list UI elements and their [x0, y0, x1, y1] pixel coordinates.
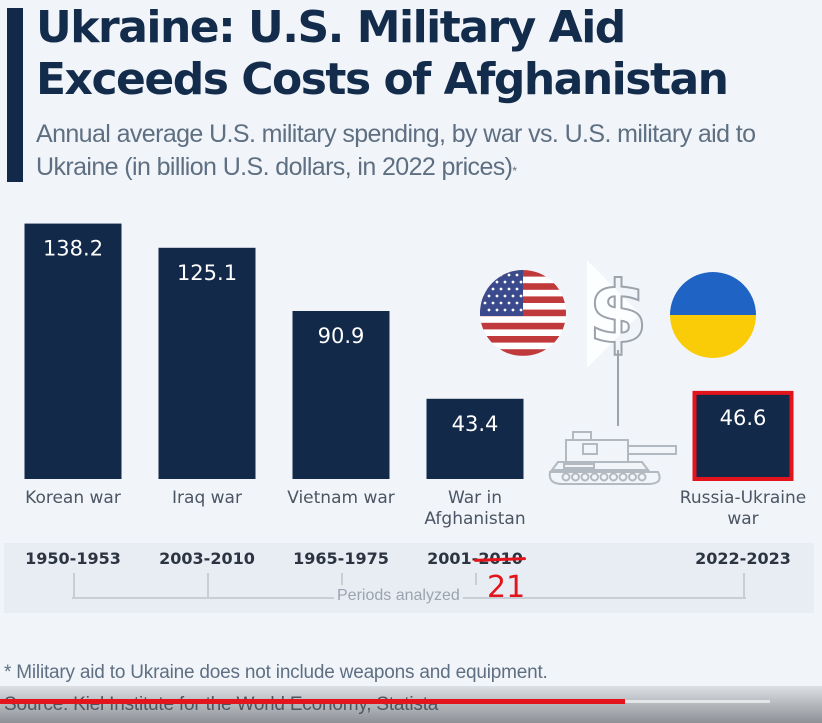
- period-tick: [475, 573, 477, 585]
- category-label: Russia-Ukraine: [680, 488, 806, 508]
- period-tick: [743, 573, 745, 599]
- star-icon: [491, 301, 495, 305]
- star-icon: [503, 294, 507, 298]
- star-icon: [515, 287, 519, 291]
- bar-value-label: 125.1: [177, 261, 237, 285]
- category-label: War in: [448, 488, 502, 508]
- bar-value-label: 138.2: [43, 237, 103, 261]
- bar-korean-war: [24, 223, 122, 479]
- star-icon: [499, 301, 503, 305]
- star-icon: [491, 273, 495, 277]
- annotation-handwritten-correction: 21: [487, 570, 526, 605]
- star-icon: [499, 273, 503, 277]
- period-label: 1950-1953: [25, 549, 121, 568]
- star-icon: [495, 308, 499, 312]
- chart-subtitle: Annual average U.S. military spending, b…: [36, 118, 822, 184]
- tank-wheel-icon: [580, 472, 590, 482]
- period-tick: [207, 573, 209, 599]
- bar-value-label: 90.9: [318, 324, 365, 348]
- dollar-sign-icon: $: [587, 260, 649, 426]
- star-icon: [511, 308, 515, 312]
- video-player-overlay: Source: Kiel Institute for the World Eco…: [0, 686, 822, 723]
- us-flag-icon: [480, 270, 566, 356]
- tank-wheel-icon: [618, 472, 628, 482]
- star-icon: [519, 294, 523, 298]
- bars-group: 138.2 Korean war 125.1 Iraq war 90.9 Vietnam …: [24, 223, 806, 529]
- star-icon: [519, 280, 523, 284]
- bar-value-label: 43.4: [452, 412, 499, 436]
- bar-vietnam-war: [292, 310, 390, 479]
- subtitle-text: Annual average U.S. military spending, b…: [36, 120, 756, 181]
- star-icon: [503, 308, 507, 312]
- period-label: 2022-2023: [695, 549, 791, 568]
- subtitle-footnote-marker: *: [512, 164, 517, 178]
- period-tick: [341, 573, 343, 585]
- tank-wheel-icon: [609, 472, 618, 482]
- star-icon: [519, 308, 523, 312]
- chart-title: Ukraine: U.S. Military Aid Exceeds Costs…: [36, 2, 729, 105]
- bar-war-in-afghanistan: [426, 398, 524, 479]
- category-label: Vietnam war: [287, 488, 395, 508]
- footnote: * Military aid to Ukraine does not inclu…: [4, 662, 548, 683]
- tank-wheel-icon: [628, 472, 637, 482]
- periods-caption: Periods analyzed: [334, 587, 463, 605]
- star-icon: [487, 308, 491, 312]
- star-icon: [515, 273, 519, 277]
- tank-wheel-icon: [637, 472, 647, 482]
- tank-wheel-icon: [590, 472, 599, 482]
- period-label: 1965-1975: [293, 549, 389, 568]
- bar-chart: 138.2 Korean war 125.1 Iraq war 90.9 Vietnam …: [24, 223, 806, 529]
- tank-wheel-icon: [561, 472, 571, 482]
- star-icon: [499, 287, 503, 291]
- star-icon: [483, 273, 487, 277]
- star-icon: [515, 301, 519, 305]
- category-label: Korean war: [25, 488, 121, 508]
- tank-wheel-icon: [599, 472, 609, 482]
- star-icon: [507, 301, 511, 305]
- bar-value-label: 46.6: [720, 406, 767, 430]
- star-icon: [487, 280, 491, 284]
- star-icon: [483, 301, 487, 305]
- star-icon: [507, 273, 511, 277]
- svg-text:$: $: [588, 263, 648, 363]
- video-progress-fill[interactable]: [0, 699, 625, 704]
- star-icon: [503, 280, 507, 284]
- star-icon: [495, 280, 499, 284]
- category-label: Afghanistan: [424, 509, 525, 529]
- bar-russia-ukraine-war: [692, 390, 794, 481]
- star-icon: [487, 294, 491, 298]
- star-icon: [495, 294, 499, 298]
- star-icon: [507, 287, 511, 291]
- source-text: Source: Kiel Institute for the World Eco…: [4, 694, 439, 715]
- category-label: war: [727, 509, 758, 529]
- title-accent-bar: [7, 8, 23, 182]
- star-icon: [483, 287, 487, 291]
- tank-wheel-icon: [571, 472, 580, 482]
- star-icon: [511, 294, 515, 298]
- bar-iraq-war: [158, 247, 256, 479]
- tank-icon: [548, 431, 677, 485]
- category-label: Iraq war: [172, 488, 242, 508]
- ukraine-flag-icon: [670, 272, 756, 358]
- star-icon: [491, 287, 495, 291]
- period-label: 2003-2010: [159, 549, 255, 568]
- star-icon: [511, 280, 515, 284]
- period-tick: [73, 573, 75, 599]
